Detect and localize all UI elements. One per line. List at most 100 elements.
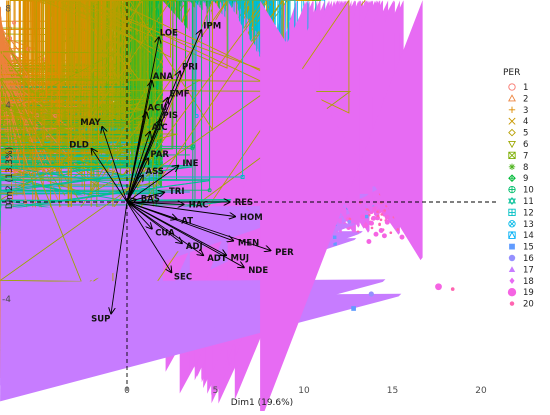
individual-point [374,232,379,237]
variable-label: SEC [174,272,192,282]
legend-label: 7 [523,151,528,161]
individual-point [380,213,383,216]
legend-item: 20 [510,300,534,310]
individual-point [379,228,384,233]
y-tick-label: 8 [5,4,11,14]
legend-item: 16 [509,254,534,264]
variable-label: AIC [152,123,168,133]
individuals-layer [0,0,454,411]
legend-label: 9 [523,174,528,184]
legend-key-14 [509,232,515,238]
individual-point [389,231,392,234]
legend-item: 18 [509,277,533,287]
individual-point [377,215,380,218]
variable-label: TRI [169,187,185,197]
legend-label: 19 [523,288,534,298]
variable-label: PIS [163,111,179,121]
legend-item: 2 [509,94,529,104]
legend-label: 18 [523,277,534,287]
individual-point [366,239,371,244]
legend-label: 20 [523,300,534,310]
outlier-point [435,283,442,290]
legend-key-6 [509,141,515,147]
legend-key-2 [509,95,515,101]
legend-item: 7 [509,151,529,161]
legend-key-7 [509,152,515,158]
legend-label: 13 [523,220,534,230]
individual-point [365,215,368,218]
legend-label: 15 [523,243,534,253]
individual-point [396,228,399,231]
x-tick-label: 0 [124,386,130,396]
legend-key-5 [509,129,515,135]
x-axis-title: Dim1 (19.6%) [231,398,293,408]
variable-label: ADJ [186,242,203,252]
individual-point [382,233,387,238]
legend-key-11 [509,198,515,204]
outlier-point [451,287,455,291]
legend-label: 2 [523,94,528,104]
legend-label: 1 [523,83,528,93]
individual-point [378,223,381,226]
x-tick-label: 10 [298,386,310,396]
legend-item: 10 [509,186,534,196]
variable-label: ANA [153,72,174,82]
legend-label: 4 [523,117,528,127]
variable-label: LOE [160,29,178,39]
individual-point [376,210,379,213]
legend-key-12 [509,209,515,215]
variable-label: PRI [182,63,198,73]
individual-point [333,236,336,239]
individual-point [385,215,390,220]
variable-label: PAR [150,150,169,160]
legend-item: 1 [509,83,529,93]
individual-point [385,220,390,225]
legend-key-4 [509,118,515,124]
legend-item: 4 [509,117,529,127]
variable-label: ADT [207,254,227,264]
legend-key-17 [509,266,515,272]
legend-item: 8 [509,163,529,173]
variable-label: NDE [248,266,268,276]
individual-point [347,220,351,224]
legend-key-18 [509,278,514,284]
legend-item: 11 [509,197,534,207]
legend-key-15 [509,244,515,250]
variable-label: INE [182,159,198,169]
legend-item: 13 [509,220,534,230]
variable-label: DLD [69,141,89,151]
legend-item: 12 [509,208,534,218]
variable-label: SUP [91,314,110,324]
outlier-point [369,291,374,296]
y-axis-title: Dim2 (13.3%) [5,147,15,209]
legend-title: PER [503,68,520,78]
variable-label: IPM [203,22,221,32]
individual-point [369,221,374,226]
x-tick-label: 15 [387,386,398,396]
legend-key-3 [509,107,515,113]
variable-label: ASS [146,167,164,177]
legend-item: 9 [509,174,529,184]
legend-item: 15 [509,243,534,253]
individual-point [363,223,368,228]
legend-key-13 [509,221,515,227]
variable-label: MUJ [231,254,250,264]
legend-label: 11 [523,197,534,207]
legend-key-9 [509,175,515,181]
legend-label: 3 [523,106,528,116]
variable-label: RES [235,198,253,208]
variable-label: MAY [80,118,101,128]
variable-label: HOM [240,213,263,223]
individual-point [371,227,374,230]
legend-label: 6 [523,140,528,150]
outlier-point [351,306,356,311]
legend-item: 14 [509,231,534,241]
y-tick-label: 4 [5,101,11,111]
legend-label: 14 [523,231,534,241]
x-tick-label: 5 [213,386,219,396]
legend-item: 17 [509,265,534,275]
legend-key-19 [508,288,516,296]
individual-point [360,214,365,219]
